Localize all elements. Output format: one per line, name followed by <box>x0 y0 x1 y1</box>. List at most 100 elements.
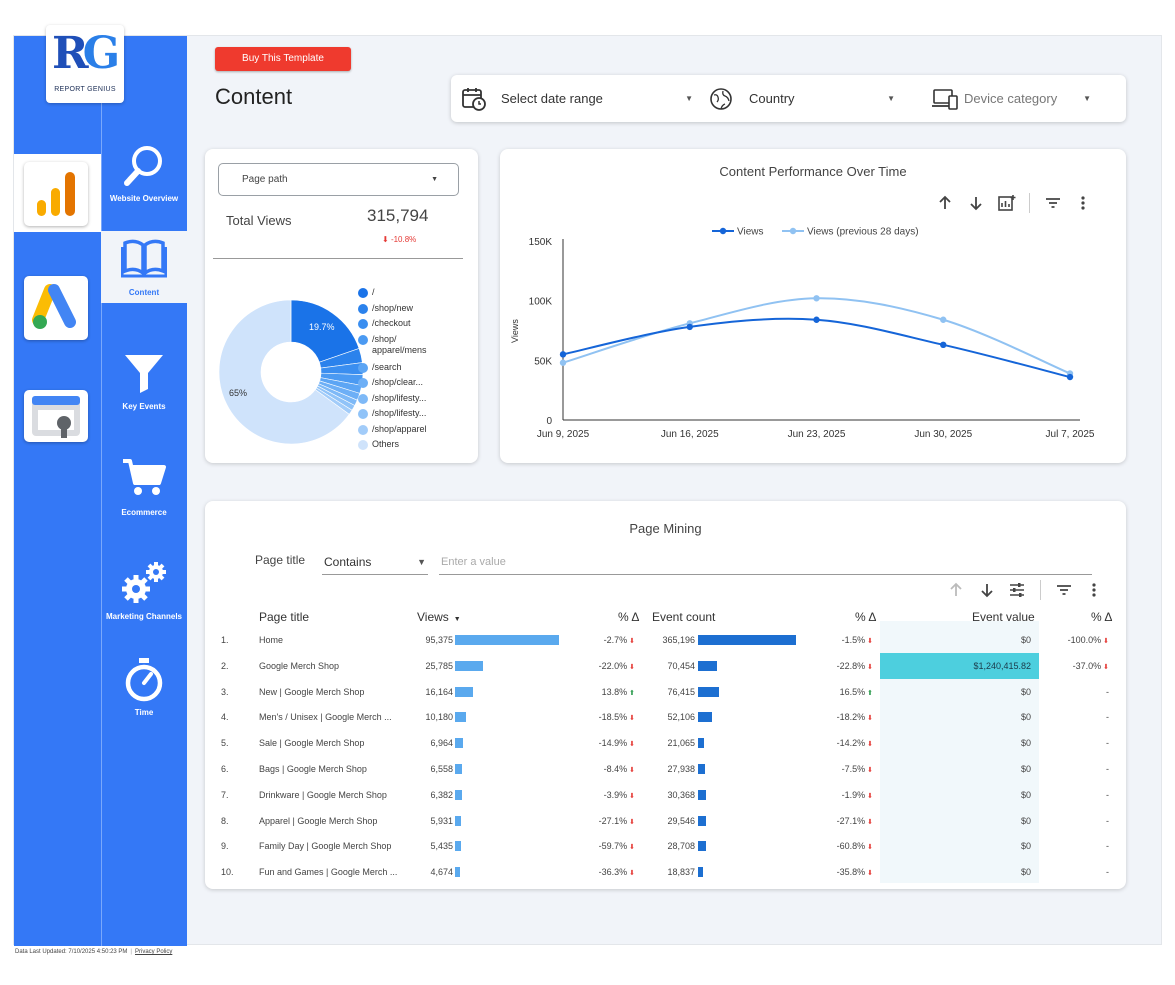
chart-options-icon[interactable] <box>998 194 1016 212</box>
event-value-delta-cell: - <box>1039 704 1109 730</box>
data-point[interactable] <box>559 359 567 366</box>
nav-item-label: Key Events <box>122 402 166 411</box>
delta-value: -27.1% <box>836 815 866 826</box>
event-value-delta-cell: - <box>1039 859 1109 885</box>
data-point[interactable] <box>813 316 820 323</box>
table-row[interactable]: 5. Sale | Google Merch Shop 6,964 -14.9% ⬇ 2… <box>205 730 1126 756</box>
nav-item-time[interactable]: Time <box>101 651 187 723</box>
delta-value: -35.8% <box>836 867 866 878</box>
data-point[interactable] <box>940 341 947 349</box>
arrow-down-icon: ⬇ <box>627 767 635 774</box>
page-path-select[interactable]: Page path ▼ <box>218 163 459 196</box>
legend-label: /checkout <box>372 318 411 328</box>
page-title-cell: Drinkware | Google Merch Shop <box>259 789 387 800</box>
nav-item-marketing-channels[interactable]: Marketing Channels <box>101 555 187 627</box>
header-event-value-delta[interactable]: % Δ <box>1091 610 1113 624</box>
table-row[interactable]: 2. Google Merch Shop 25,785 -22.0% ⬇ 70,454 -… <box>205 652 1126 681</box>
filter-icon[interactable] <box>1045 195 1061 211</box>
table-row[interactable]: 4. Men's / Unisex | Google Merch ... 10,18… <box>205 704 1126 730</box>
y-tick-label: 150K <box>529 237 553 248</box>
header-event-count-delta[interactable]: % Δ <box>855 610 877 624</box>
filter-value-input[interactable]: Enter a value <box>439 549 1092 575</box>
legend-item[interactable]: /shop/lifesty... <box>358 393 426 404</box>
data-point[interactable] <box>559 351 567 358</box>
legend-swatch <box>358 288 368 298</box>
arrow-up-icon: ⬆ <box>627 689 635 697</box>
header-event-count[interactable]: Event count <box>652 610 716 624</box>
rail-item-analytics[interactable] <box>24 162 88 226</box>
table-row[interactable]: 1. Home 95,375 -2.7% ⬇ 365,196 -1.5% ⬇ $0 -100.… <box>205 627 1126 653</box>
legend-item[interactable]: /shop/new <box>358 303 413 314</box>
total-views-value: 315,794 <box>367 206 429 225</box>
arrow-up-icon[interactable] <box>948 582 964 598</box>
header-views[interactable]: Views ▼ <box>417 610 461 624</box>
nav-item-content[interactable]: Content <box>101 231 187 303</box>
delta-value: -59.7% <box>598 841 628 852</box>
filter-operator-select[interactable]: Contains ▼ <box>322 549 428 575</box>
table-row[interactable]: 8. Apparel | Google Merch Shop 5,931 -27.1%… <box>205 808 1126 834</box>
views-delta-cell: -22.0% ⬇ <box>565 653 635 681</box>
event-count-cell: 30,368 <box>667 789 695 800</box>
header-event-value[interactable]: Event value <box>972 610 1035 624</box>
nav-item-website-overview[interactable]: Website Overview <box>101 137 187 209</box>
legend-label[interactable]: Views (previous 28 days) <box>807 227 919 238</box>
data-point[interactable] <box>940 316 947 323</box>
legend-item[interactable]: /checkout <box>358 318 411 329</box>
delta-value: - <box>1106 789 1109 800</box>
privacy-policy-link[interactable]: Privacy Policy <box>134 949 173 955</box>
legend-item[interactable]: Others <box>358 439 399 450</box>
nav-item-ecommerce[interactable]: Ecommerce <box>101 451 187 523</box>
donut-label-others: 65% <box>229 388 247 398</box>
arrow-down-icon: ⬇ <box>627 792 635 800</box>
row-number: 5. <box>221 738 229 749</box>
sort-desc-icon: ▼ <box>453 616 461 623</box>
table-row[interactable]: 9. Family Day | Google Merch Shop 5,435 -59… <box>205 833 1126 859</box>
legend-item[interactable]: / <box>358 287 375 298</box>
table-row[interactable]: 3. New | Google Merch Shop 16,164 13.8% ⬆ 76… <box>205 679 1126 705</box>
nav-item-label: Marketing Channels <box>105 612 182 621</box>
filter-icon[interactable] <box>1056 582 1072 598</box>
more-options-icon[interactable] <box>1089 582 1099 598</box>
views-delta-cell: -2.7% ⬇ <box>565 627 635 655</box>
donut-slice[interactable] <box>218 299 350 445</box>
legend-item[interactable]: /shop/apparel <box>358 424 427 435</box>
delta-value: - <box>1106 867 1109 878</box>
rail-item-google-ads[interactable] <box>24 276 88 340</box>
nav-item-key-events[interactable]: Key Events <box>101 345 187 417</box>
rail-item-search-console[interactable] <box>24 390 88 442</box>
table-row[interactable]: 7. Drinkware | Google Merch Shop 6,382 -3.9… <box>205 782 1126 808</box>
data-point[interactable] <box>686 323 693 331</box>
event-count-bar <box>698 686 719 697</box>
delta-value: -18.2% <box>836 712 866 723</box>
date-range-filter[interactable]: Select date range ▼ <box>461 75 693 122</box>
data-point[interactable] <box>1066 373 1074 381</box>
header-page-title[interactable]: Page title <box>259 610 310 624</box>
device-category-filter[interactable]: Device category ▼ <box>932 75 1091 122</box>
legend-item[interactable]: /shop/clear... <box>358 377 423 388</box>
legend-item[interactable]: /search <box>358 362 402 373</box>
legend-label[interactable]: Views <box>737 227 764 238</box>
more-options-icon[interactable] <box>1078 195 1088 211</box>
arrow-down-icon: ⬇ <box>627 818 635 826</box>
table-row[interactable]: 10. Fun and Games | Google Merch ... 4,674… <box>205 859 1126 885</box>
page-title-cell: Apparel | Google Merch Shop <box>259 815 378 826</box>
buy-template-button[interactable]: Buy This Template <box>215 47 351 71</box>
legend-item[interactable]: /shop/ apparel/mens <box>358 334 427 356</box>
legend-item[interactable]: /shop/lifesty... <box>358 408 426 419</box>
arrow-down-icon: ⬇ <box>1101 663 1109 671</box>
total-views-delta: ⬇ -10.8% <box>382 235 417 244</box>
table-row[interactable]: 6. Bags | Google Merch Shop 6,558 -8.4% ⬇ 27… <box>205 756 1126 782</box>
header-views-delta[interactable]: % Δ <box>618 610 640 624</box>
row-number: 8. <box>221 815 229 826</box>
page-title-cell: Home <box>259 635 284 645</box>
event-count-delta-cell: 16.5% ⬆ <box>805 679 873 707</box>
sliders-icon[interactable] <box>1009 582 1025 598</box>
arrow-down-icon[interactable] <box>979 582 995 598</box>
arrow-up-icon[interactable] <box>937 195 953 211</box>
arrow-down-icon[interactable] <box>968 195 984 211</box>
event-count-cell: 70,454 <box>667 660 695 671</box>
views-bar <box>455 789 462 800</box>
page-title-cell: Family Day | Google Merch Shop <box>259 841 392 852</box>
country-filter[interactable]: Country ▼ <box>709 75 895 122</box>
data-point[interactable] <box>813 295 820 302</box>
